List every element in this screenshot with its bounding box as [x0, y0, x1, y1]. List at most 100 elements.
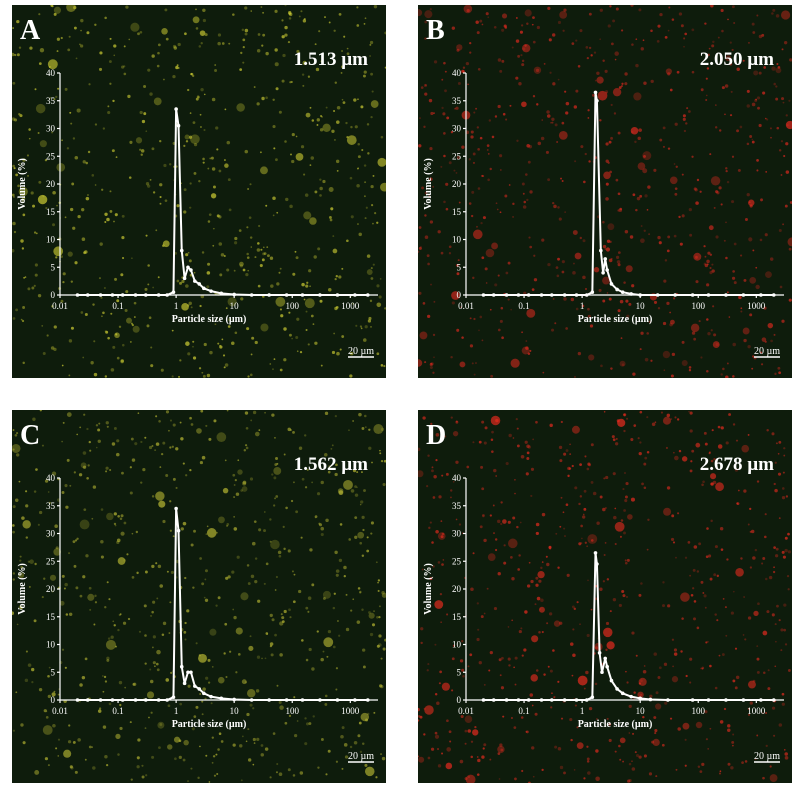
point	[165, 293, 169, 297]
speckle	[632, 372, 636, 376]
speckle	[529, 693, 534, 697]
speckle	[370, 532, 373, 535]
speckle	[357, 734, 361, 738]
speckle	[32, 417, 36, 421]
speckle	[441, 474, 444, 477]
speckle	[105, 764, 109, 767]
speckle	[625, 670, 627, 673]
speckle	[496, 208, 499, 211]
speckle	[674, 416, 677, 419]
speckle	[162, 240, 170, 248]
speckle	[550, 121, 552, 124]
speckle	[70, 280, 73, 283]
speckle	[105, 421, 109, 425]
speckle	[549, 71, 552, 74]
speckle	[362, 648, 366, 652]
point	[202, 691, 206, 696]
speckle	[284, 33, 288, 37]
speckle	[222, 487, 229, 494]
speckle	[12, 443, 21, 453]
speckle	[241, 735, 244, 738]
speckle	[684, 738, 687, 741]
speckle	[624, 495, 628, 499]
speckle	[784, 643, 788, 646]
speckle	[605, 91, 608, 94]
speckle	[445, 472, 449, 476]
speckle	[97, 428, 101, 432]
speckle	[623, 509, 626, 512]
speckle	[269, 776, 272, 779]
speckle	[144, 570, 148, 574]
line	[483, 92, 774, 296]
speckle	[249, 635, 252, 638]
speckle	[104, 375, 108, 378]
speckle	[247, 187, 250, 190]
y-tick-label: 10	[452, 235, 462, 245]
speckle	[296, 49, 300, 54]
speckle	[783, 454, 786, 457]
y-tick-label: 20	[452, 179, 462, 189]
speckle	[651, 422, 656, 427]
speckle	[43, 577, 46, 580]
speckle	[653, 652, 658, 656]
speckle	[454, 107, 456, 110]
speckle	[730, 611, 734, 615]
speckle	[563, 8, 567, 12]
speckle	[596, 521, 600, 525]
speckle	[295, 256, 299, 260]
speckle	[764, 513, 767, 516]
speckle	[278, 772, 283, 776]
speckle	[112, 620, 115, 623]
speckle	[639, 693, 643, 697]
speckle	[262, 252, 266, 256]
speckle	[725, 256, 728, 260]
speckle	[151, 755, 155, 759]
speckle	[692, 617, 697, 621]
speckle	[785, 120, 792, 130]
speckle	[580, 145, 584, 149]
speckle	[129, 491, 133, 495]
speckle	[313, 255, 317, 259]
speckle	[470, 755, 474, 759]
speckle	[335, 569, 340, 573]
speckle	[423, 707, 426, 710]
background	[418, 410, 792, 783]
speckle	[110, 312, 113, 315]
speckle	[783, 154, 786, 158]
speckle	[290, 499, 294, 503]
speckle	[548, 612, 553, 616]
speckle	[328, 215, 332, 219]
speckle	[245, 446, 249, 450]
speckle	[557, 257, 560, 261]
speckle	[783, 628, 787, 632]
speckle	[520, 455, 525, 459]
speckle	[667, 29, 670, 32]
speckle	[602, 59, 605, 63]
speckle	[256, 48, 261, 53]
speckle	[121, 256, 125, 260]
point	[143, 293, 148, 297]
speckle	[334, 81, 337, 84]
speckle	[551, 121, 554, 124]
speckle	[609, 5, 612, 8]
speckle	[41, 324, 44, 327]
speckle	[752, 556, 756, 560]
speckle	[126, 553, 129, 556]
speckle	[551, 117, 555, 121]
speckle	[658, 666, 662, 670]
speckle	[546, 110, 550, 114]
speckle	[437, 561, 441, 564]
speckle	[184, 621, 187, 625]
speckle	[61, 648, 65, 651]
speckle	[370, 277, 374, 280]
speckle	[235, 492, 240, 496]
speckle	[566, 573, 570, 577]
speckle	[724, 606, 727, 609]
speckle	[669, 88, 673, 92]
speckle	[240, 297, 244, 301]
point	[603, 257, 608, 261]
speckle	[725, 55, 732, 62]
speckle	[116, 356, 120, 360]
speckle	[85, 161, 89, 165]
